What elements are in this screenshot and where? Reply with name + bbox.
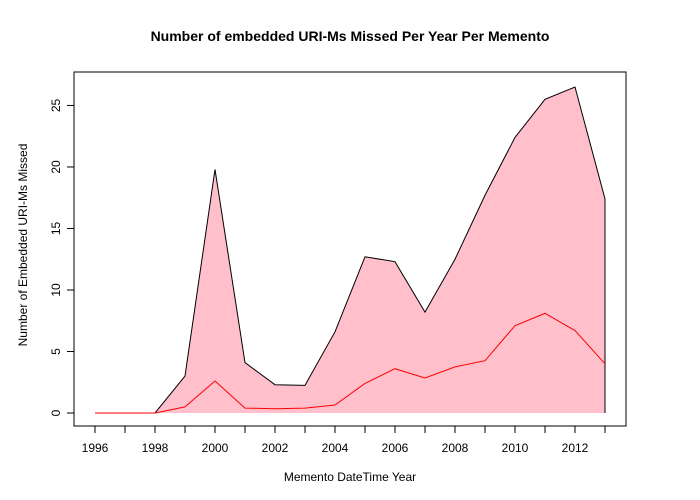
x-axis: 1996 1998 2000 2002 2004 2006 2008 2010 2012	[82, 425, 606, 455]
x-axis-label: Memento DateTime Year	[284, 470, 416, 484]
y-tick-label: 5	[49, 348, 63, 355]
y-tick-label: 0	[49, 409, 63, 416]
x-tick-label: 2000	[202, 441, 229, 455]
y-tick-label: 10	[49, 283, 63, 297]
series-1-area	[95, 87, 605, 413]
x-tick-label: 1998	[142, 441, 169, 455]
y-axis: 0 5 10 15 20 25	[49, 98, 75, 416]
x-tick-label: 2008	[442, 441, 469, 455]
x-tick-label: 2006	[382, 441, 409, 455]
y-tick-label: 15	[49, 221, 63, 235]
y-tick-label: 20	[49, 160, 63, 174]
y-tick-label: 25	[49, 98, 63, 112]
area-layer	[95, 86, 606, 414]
x-tick-label: 2004	[322, 441, 349, 455]
chart-title: Number of embedded URI-Ms Missed Per Yea…	[151, 28, 550, 44]
series-1-line	[95, 86, 606, 414]
x-tick-label: 1996	[82, 441, 109, 455]
series-2-line	[95, 312, 606, 414]
y-axis-label: Number of Embedded URI-Ms Missed	[16, 144, 30, 347]
x-tick-label: 2002	[262, 441, 289, 455]
x-tick-label: 2012	[562, 441, 589, 455]
x-tick-label: 2010	[502, 441, 529, 455]
